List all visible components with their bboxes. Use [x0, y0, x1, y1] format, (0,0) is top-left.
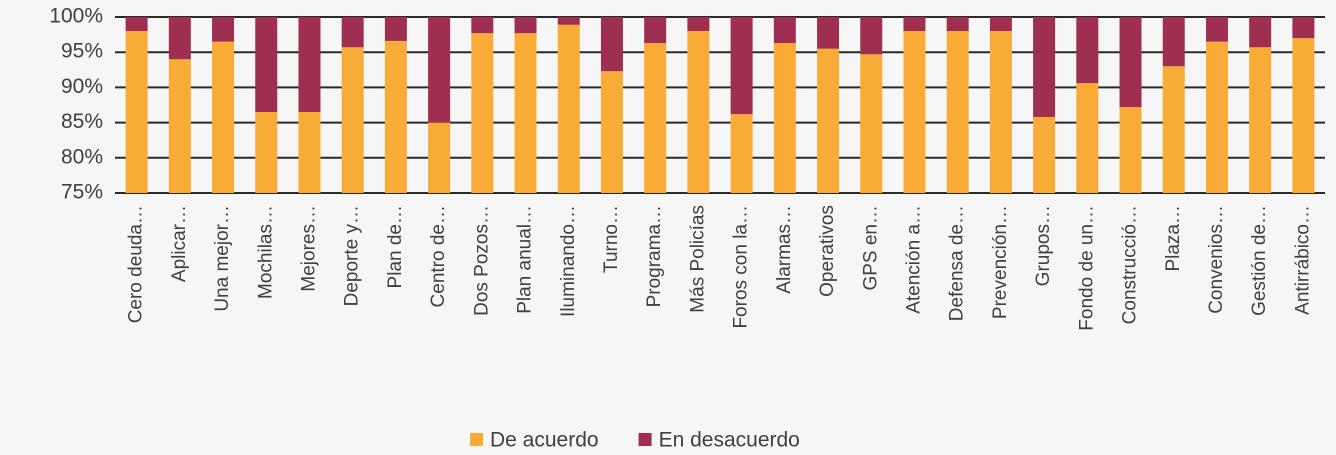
y-tick-label: 100%	[49, 5, 103, 28]
bar-segment	[730, 17, 753, 115]
bar-segment	[428, 17, 451, 123]
bar-segment	[514, 33, 537, 193]
bar-segment	[600, 17, 623, 72]
x-tick-label: Defensa de…	[947, 205, 968, 321]
bar-segment	[125, 31, 148, 193]
y-tick-label: 80%	[61, 145, 103, 168]
bar-segment	[1033, 17, 1056, 117]
x-tick-label: Construcció…	[1120, 205, 1141, 324]
x-tick-label: Prevención…	[990, 205, 1011, 319]
y-tick-label: 75%	[61, 181, 103, 204]
bar-segment	[298, 112, 321, 193]
x-tick-label: Atención a…	[903, 205, 924, 314]
x-tick-label: Grupos…	[1033, 205, 1054, 286]
bar-segment	[860, 17, 883, 55]
bar-segment	[341, 47, 364, 193]
x-tick-label: Mejores…	[298, 205, 319, 292]
bar-segment	[557, 24, 580, 193]
bar-segment	[1292, 17, 1315, 39]
bar-segment	[773, 43, 796, 193]
bar-segment	[687, 31, 710, 193]
bar-segment	[644, 17, 667, 44]
x-tick-label: GPS en…	[860, 205, 881, 291]
x-tick-label: Más Policías	[687, 205, 708, 313]
bar-segment	[989, 31, 1012, 193]
y-tick-label: 95%	[61, 40, 103, 63]
bar-segment	[168, 59, 191, 193]
bar-segment	[1292, 38, 1315, 194]
y-tick-label: 90%	[61, 75, 103, 98]
bar-segment	[773, 17, 796, 44]
bar-segment	[860, 54, 883, 194]
bar-segment	[1076, 83, 1099, 193]
bar-segment	[168, 17, 191, 60]
x-tick-label: Fondo de un…	[1076, 205, 1097, 331]
x-tick-label: Turno…	[601, 205, 622, 273]
x-tick-label: Dos Pozos…	[471, 205, 492, 316]
bar-segment	[1162, 17, 1185, 67]
bar-segment	[903, 31, 926, 193]
bar-segment	[298, 17, 321, 113]
bar-segment	[1249, 47, 1272, 193]
bar-segment	[1033, 116, 1056, 193]
bar-segment	[1119, 107, 1142, 193]
x-tick-label: Convenios…	[1206, 205, 1227, 314]
bar-segment	[946, 17, 969, 32]
bar-segment	[212, 41, 235, 193]
bar-segment	[514, 17, 537, 34]
x-tick-label: Iluminando…	[558, 205, 579, 317]
bar-segment	[600, 71, 623, 193]
bar-segment	[989, 17, 1012, 32]
bar-segment	[1076, 17, 1099, 84]
bar-segment	[341, 17, 364, 48]
bar-segment	[1249, 17, 1272, 48]
x-tick-label: Centro de…	[428, 205, 449, 307]
bar-segment	[384, 17, 407, 41]
bar-segment	[428, 122, 451, 193]
bar-segment	[730, 114, 753, 193]
bar-segment	[557, 17, 580, 25]
bar-segment	[1205, 41, 1228, 193]
x-tick-label: Deporte y…	[342, 205, 363, 306]
bar-segment	[212, 17, 235, 42]
x-tick-label: Foros con la…	[731, 205, 752, 329]
x-tick-label: Plan de…	[385, 205, 406, 288]
bar-segment	[644, 43, 667, 193]
x-tick-label: Operativos	[817, 205, 838, 297]
legend-label: De acuerdo	[490, 429, 599, 452]
bar-segment	[471, 33, 494, 193]
bar-segment	[255, 112, 278, 193]
bar-segment	[471, 17, 494, 34]
bar-segment	[817, 17, 840, 49]
bar-segment	[687, 17, 710, 32]
bar-segment	[255, 17, 278, 113]
x-tick-label: Aplicar…	[169, 205, 190, 282]
bar-segment	[903, 17, 926, 32]
legend-swatch	[638, 433, 652, 446]
bar-segment	[817, 48, 840, 194]
y-tick-label: 85%	[61, 110, 103, 133]
legend-label: En desacuerdo	[659, 429, 800, 452]
bar-segment	[125, 17, 148, 32]
bar-segment	[384, 40, 407, 193]
bar-segment	[946, 31, 969, 193]
x-tick-label: Antirrábico…	[1292, 205, 1313, 315]
x-tick-label: Una mejor…	[212, 205, 233, 312]
x-tick-label: Programa…	[644, 205, 665, 307]
x-tick-label: Alarmas…	[774, 205, 795, 294]
legend-swatch	[470, 433, 483, 446]
x-tick-label: Mochilas…	[255, 205, 276, 299]
x-tick-label: Plaza…	[1163, 205, 1184, 272]
x-tick-label: Gestión de…	[1249, 205, 1270, 316]
bar-segment	[1119, 17, 1142, 108]
x-tick-label: Plan anual…	[515, 205, 536, 314]
bar-segment	[1205, 17, 1228, 42]
bar-segment	[1162, 66, 1185, 193]
x-tick-label: Cero deuda…	[126, 205, 147, 323]
